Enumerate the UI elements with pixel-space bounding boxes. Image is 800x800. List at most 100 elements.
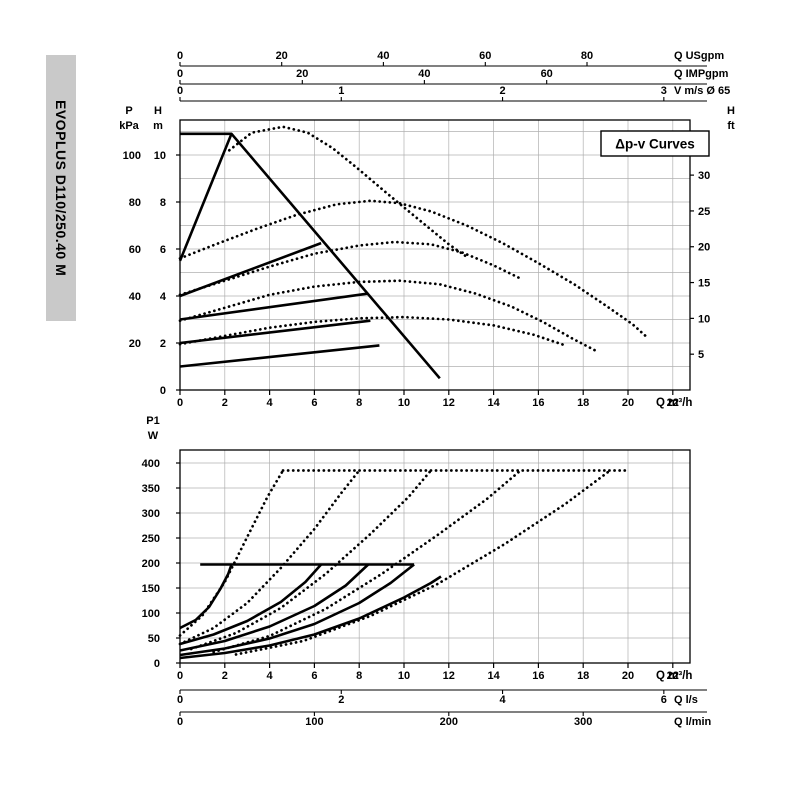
aux-tick-label: 0: [177, 50, 183, 62]
y-tick-label: 80: [129, 197, 141, 209]
power-dotted-3: [189, 469, 433, 651]
x-tick-label: 22: [667, 670, 679, 682]
y-tick-label: 350: [142, 483, 160, 495]
y-tick-label: 60: [129, 244, 141, 256]
aux-tick-label: 40: [418, 68, 430, 80]
aux-tick-label: 0: [177, 85, 183, 97]
x-tick-label: 6: [311, 670, 317, 682]
aux-tick-label: 200: [440, 716, 458, 728]
y-axis-title: W: [148, 430, 159, 442]
aux-tick-label: 100: [305, 716, 323, 728]
y-tick-label: 50: [148, 633, 160, 645]
x-tick-label: 10: [398, 397, 410, 409]
power-dotted-5: [234, 469, 612, 656]
y-axis-title-right: ft: [727, 120, 735, 132]
aux-tick-label: 0: [177, 694, 183, 706]
dpv-setpoint-line-5: [178, 133, 233, 262]
y-tick-label: 400: [142, 458, 160, 470]
aux-tick-label: 20: [276, 50, 288, 62]
power-dotted-4: [212, 469, 522, 654]
model-label-bar: EVOPLUS D110/250.40 M: [46, 55, 76, 321]
aux-tick-label: 0: [177, 68, 183, 80]
power-curve-set2: [179, 563, 415, 657]
speed-curve-dotted-1: [227, 125, 471, 260]
aux-tick-label: 2: [499, 85, 505, 97]
aux-tick-label: 60: [479, 50, 491, 62]
speed-curve-dotted-2: [178, 199, 650, 340]
x-tick-label: 4: [267, 397, 274, 409]
x-tick-label: 0: [177, 397, 183, 409]
dpv-setpoint-line-1: [179, 344, 380, 368]
x-tick-label: 12: [443, 397, 455, 409]
y-tick-label-right: 5: [698, 349, 704, 361]
aux-tick-label: 300: [574, 716, 592, 728]
aux-tick-label: 20: [296, 68, 308, 80]
x-tick-label: 4: [267, 670, 274, 682]
x-tick-label: 8: [356, 670, 362, 682]
model-label: EVOPLUS D110/250.40 M: [53, 99, 69, 277]
x-tick-label: 18: [577, 670, 589, 682]
power-dotted-2: [178, 469, 361, 646]
x-tick-label: 12: [443, 670, 455, 682]
y-tick-label-right: 10: [698, 313, 710, 325]
x-tick-label: 20: [622, 397, 634, 409]
speed-curve-dotted-3: [178, 240, 525, 297]
x-tick-label: 14: [487, 397, 500, 409]
y-tick-label: 300: [142, 508, 160, 520]
dpv-setpoint-line-3: [179, 292, 369, 321]
y-tick-label: 2: [160, 338, 166, 350]
x-tick-label: 8: [356, 397, 362, 409]
y-tick-label: 0: [160, 385, 166, 397]
y-tick-label: 40: [129, 291, 141, 303]
y-tick-label: 250: [142, 533, 160, 545]
head-flow-chart-frame: [179, 119, 691, 391]
y-tick-label: 20: [129, 338, 141, 350]
aux-axis-title: Q l/s: [674, 694, 698, 706]
x-tick-label: 2: [222, 397, 228, 409]
aux-axis-title: Q IMPgpm: [674, 68, 729, 80]
y-axis-title: P: [125, 105, 132, 117]
aux-axis-title: Q USgpm: [674, 50, 724, 62]
power-curve-set5: [179, 564, 233, 630]
dpv-legend-box: [600, 130, 710, 157]
dpv-legend-label: Δp-v Curves: [615, 137, 694, 152]
power-flow-chart-frame: [179, 449, 691, 664]
aux-tick-label: 3: [661, 85, 667, 97]
aux-axis-title: Q l/min: [674, 716, 712, 728]
x-tick-label: 14: [487, 670, 500, 682]
y-axis-title-right: H: [727, 105, 735, 117]
x-tick-label: 18: [577, 397, 589, 409]
aux-tick-label: 4: [499, 694, 506, 706]
max-speed-curve: [180, 132, 441, 380]
power-curve-set3: [179, 563, 370, 652]
power-curve-set4: [179, 563, 323, 646]
dpv-setpoint-line-4: [179, 241, 322, 298]
power-curve-max: [179, 575, 442, 660]
y-tick-label-right: 20: [698, 242, 710, 254]
aux-tick-label: 6: [661, 694, 667, 706]
y-tick-label: 150: [142, 583, 160, 595]
y-tick-label: 8: [160, 197, 166, 209]
y-axis-title: P1: [146, 415, 159, 427]
y-tick-label: 100: [123, 150, 141, 162]
power-dotted-1: [178, 469, 285, 637]
y-tick-label: 4: [160, 291, 167, 303]
x-tick-label: 2: [222, 670, 228, 682]
x-tick-label: 22: [667, 397, 679, 409]
aux-tick-label: 40: [377, 50, 389, 62]
x-tick-label: 16: [532, 397, 544, 409]
y-axis-title: m: [153, 120, 163, 132]
x-axis-title: Q m³/h: [656, 397, 692, 409]
y-axis-title: H: [154, 105, 162, 117]
speed-curve-dotted-5: [178, 315, 567, 347]
y-axis-title: kPa: [119, 120, 139, 132]
x-tick-label: 16: [532, 670, 544, 682]
y-tick-label: 6: [160, 244, 166, 256]
y-tick-label: 200: [142, 558, 160, 570]
aux-tick-label: 60: [541, 68, 553, 80]
aux-tick-label: 0: [177, 716, 183, 728]
speed-curve-dotted-4: [178, 279, 598, 353]
y-tick-label: 0: [154, 658, 160, 670]
